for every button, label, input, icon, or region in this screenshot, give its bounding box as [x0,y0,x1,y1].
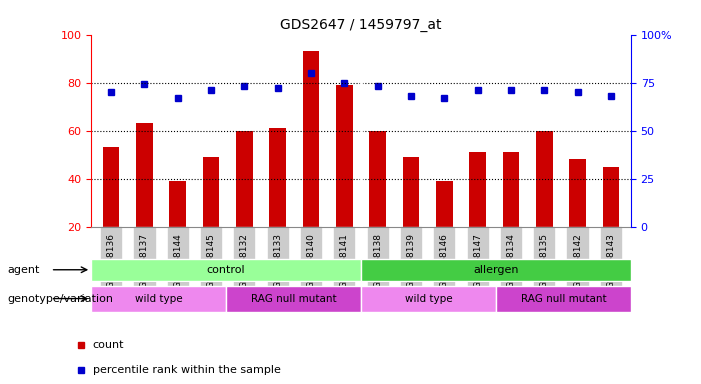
Bar [91,258,361,281]
Text: percentile rank within the sample: percentile rank within the sample [93,365,280,375]
Text: count: count [93,340,124,350]
Bar [203,157,219,227]
Bar [469,152,486,227]
Bar [136,123,153,227]
Bar [569,159,586,227]
Bar [303,51,320,227]
Bar [91,286,226,311]
Bar [496,286,631,311]
Bar [103,147,119,227]
Bar [536,131,552,227]
Text: agent: agent [7,265,39,275]
Bar [603,167,619,227]
Bar [361,286,496,311]
Bar [226,286,361,311]
Text: RAG null mutant: RAG null mutant [251,293,336,304]
Bar [269,128,286,227]
Bar [436,181,453,227]
Bar [369,131,386,227]
Bar [236,131,253,227]
Bar [336,85,353,227]
Text: wild type: wild type [135,293,182,304]
Text: RAG null mutant: RAG null mutant [521,293,606,304]
Text: control: control [207,265,245,275]
Title: GDS2647 / 1459797_at: GDS2647 / 1459797_at [280,18,442,32]
Bar [170,181,186,227]
Text: genotype/variation: genotype/variation [7,293,113,304]
Text: wild type: wild type [404,293,452,304]
Bar [361,258,631,281]
Bar [402,157,419,227]
Text: allergen: allergen [473,265,519,275]
Bar [503,152,519,227]
